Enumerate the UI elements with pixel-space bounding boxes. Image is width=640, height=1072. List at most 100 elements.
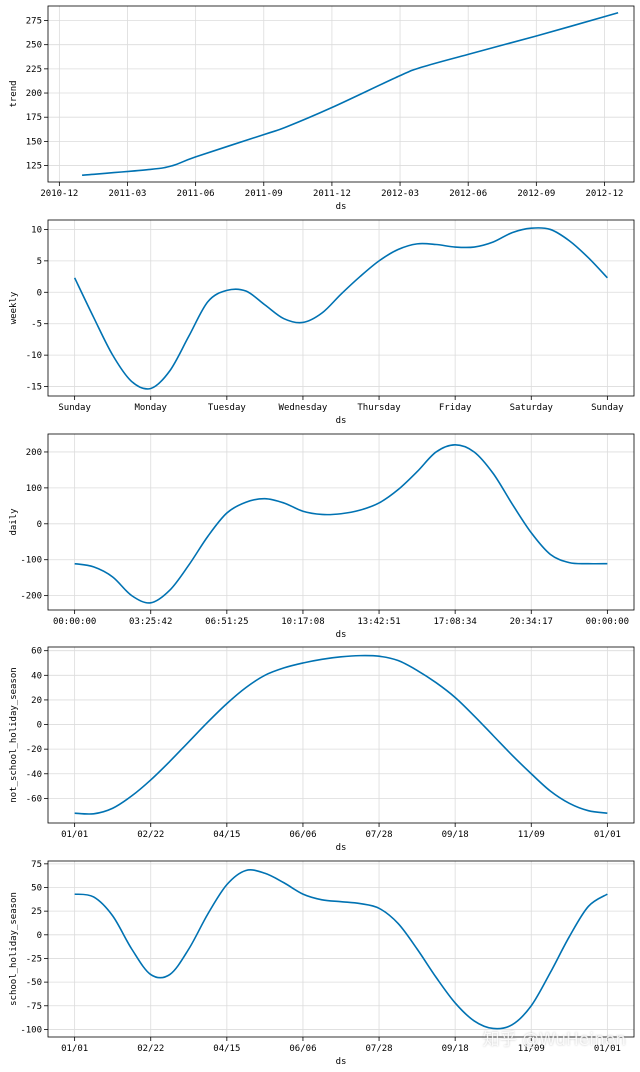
y-tick-label: 0 [37, 721, 42, 731]
y-tick-label: 175 [26, 113, 42, 123]
y-axis-label: daily [9, 508, 19, 536]
x-tick-label: Sunday [591, 403, 624, 413]
y-tick-label: -25 [26, 954, 42, 964]
x-tick-label: Wednesday [279, 403, 328, 413]
panel-weekly: Sunday Monday Tuesday Wednesday Thursday Frid… [9, 219, 635, 426]
x-tick-label: 2010-12 [40, 189, 78, 199]
x-tick-label: 11/09 [518, 1044, 545, 1054]
x-tick-label: 2011-12 [313, 189, 351, 199]
y-tick-label: 250 [26, 41, 42, 51]
x-tick-label: Thursday [357, 403, 401, 413]
x-tick-label: Monday [134, 403, 167, 413]
y-tick-label: 20 [31, 696, 42, 706]
x-tick-label: 10:17:08 [281, 617, 324, 627]
y-tick-label: -100 [20, 556, 42, 566]
panel-daily: 00:00:00 03:25:42 06:51:25 10:17:08 13:42:51… [9, 433, 635, 640]
y-tick-label: -60 [26, 794, 42, 804]
y-tick-label: 200 [26, 448, 42, 458]
x-tick-label: Saturday [510, 403, 554, 413]
x-tick-label: 2012-03 [381, 189, 419, 199]
series-line-school-holiday-season [74, 869, 608, 1030]
x-tick-label: 02/22 [137, 1044, 164, 1054]
axes-frame [47, 5, 635, 183]
x-tick-label: 02/22 [137, 830, 164, 840]
y-tick-label: 0 [37, 931, 42, 941]
y-tick-label: -15 [26, 383, 42, 393]
axes-frame [47, 860, 635, 1038]
y-tick-label: 60 [31, 647, 42, 657]
y-tick-label: -50 [26, 978, 42, 988]
panel-school-holiday-season: 01/01 02/22 04/15 06/06 07/28 09/18 11/09 01/01… [9, 860, 635, 1067]
panel-not-school-holiday-season: 01/01 02/22 04/15 06/06 07/28 09/18 11/09 01/01… [9, 646, 635, 853]
y-tick-label: 200 [26, 89, 42, 99]
y-tick-label: 40 [31, 671, 42, 681]
axes-frame [47, 646, 635, 824]
watermark-text: 知乎 @WuHeinen [482, 1030, 626, 1050]
x-tick-label: 01/01 [61, 1044, 88, 1054]
y-tick-label: -75 [26, 1002, 42, 1012]
x-tick-label: 20:34:17 [510, 617, 553, 627]
x-tick-label: 2012-09 [517, 189, 555, 199]
y-axis-label: weekly [9, 291, 19, 324]
x-tick-label: 17:08:34 [433, 617, 476, 627]
x-axis-label: ds [336, 1057, 347, 1067]
y-tick-label: -20 [26, 745, 42, 755]
y-tick-label: -100 [20, 1025, 42, 1035]
x-tick-label: Friday [439, 403, 472, 413]
x-tick-label: 06/06 [289, 830, 316, 840]
y-tick-label: 100 [26, 484, 42, 494]
y-tick-label: 0 [37, 520, 42, 530]
axes-frame [47, 219, 635, 397]
x-tick-label: 01/01 [594, 1044, 621, 1054]
y-tick-label: -5 [31, 320, 42, 330]
panel-trend: 2010-12 2011-03 2011-06 2011-09 2011-12 2012-… [9, 5, 635, 212]
x-tick-label: 09/18 [442, 1044, 469, 1054]
x-tick-label: Tuesday [208, 403, 247, 413]
axes-frame [47, 433, 635, 611]
series-line-daily [74, 443, 608, 604]
x-tick-label: 01/01 [61, 830, 88, 840]
x-tick-label: 06:51:25 [205, 617, 248, 627]
y-tick-label: 225 [26, 65, 42, 75]
y-tick-label: 0 [37, 288, 42, 298]
y-tick-label: 50 [31, 883, 42, 893]
x-tick-label: 07/28 [366, 1044, 393, 1054]
y-tick-label: 150 [26, 137, 42, 147]
y-axis-label: school_holiday_season [9, 892, 19, 1006]
series-line-not-school-holiday-season [74, 654, 608, 815]
x-tick-label: 2012-12 [586, 189, 624, 199]
y-tick-label: 25 [31, 907, 42, 917]
x-tick-label: 2011-03 [109, 189, 147, 199]
x-tick-label: 04/15 [213, 830, 240, 840]
y-tick-label: 10 [31, 225, 42, 235]
x-tick-label: 04/15 [213, 1044, 240, 1054]
x-tick-label: 11/09 [518, 830, 545, 840]
x-tick-label: 09/18 [442, 830, 469, 840]
y-tick-label: -200 [20, 592, 42, 602]
x-axis-label: ds [336, 843, 347, 853]
series-line-weekly [73, 226, 608, 390]
x-tick-label: 13:42:51 [357, 617, 400, 627]
y-axis-label: not_school_holiday_season [9, 667, 19, 802]
y-tick-label: 125 [26, 162, 42, 172]
x-tick-label: 00:00:00 [53, 617, 96, 627]
series-line-trend [82, 12, 619, 177]
x-axis-label: ds [336, 416, 347, 426]
y-tick-label: 275 [26, 17, 42, 27]
y-tick-label: 75 [31, 860, 42, 870]
x-tick-label: 01/01 [594, 830, 621, 840]
y-tick-label: 5 [37, 257, 42, 267]
x-tick-label: Sunday [58, 403, 91, 413]
x-tick-label: 2011-09 [245, 189, 283, 199]
x-axis-label: ds [336, 630, 347, 640]
x-tick-label: 03:25:42 [129, 617, 172, 627]
y-tick-label: -40 [26, 770, 42, 780]
y-tick-label: -10 [26, 351, 42, 361]
y-axis-label: trend [9, 80, 19, 107]
x-tick-label: 2012-06 [449, 189, 487, 199]
x-tick-label: 07/28 [366, 830, 393, 840]
x-tick-label: 06/06 [289, 1044, 316, 1054]
x-tick-label: 00:00:00 [586, 617, 629, 627]
x-axis-label: ds [336, 202, 347, 212]
